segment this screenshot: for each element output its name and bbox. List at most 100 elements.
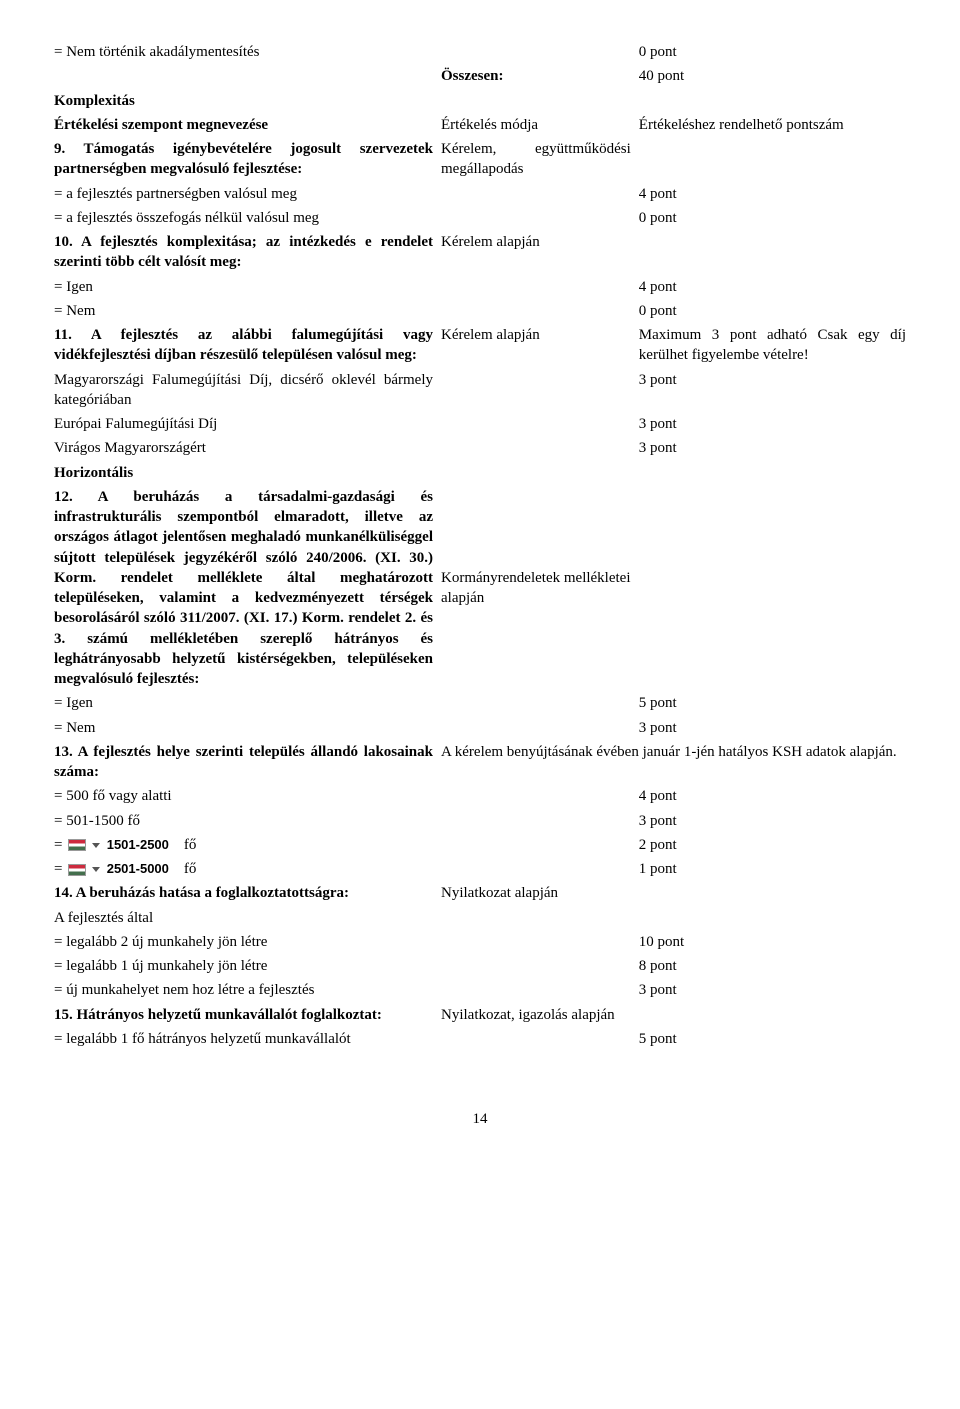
total-points: 40 pont <box>635 64 910 88</box>
criterion-heading: 14. A beruházás hatása a foglalkoztatott… <box>50 881 437 905</box>
criterion-text: Európai Falumegújítási Díj <box>50 412 437 436</box>
cell <box>437 906 635 930</box>
criterion-text: = Nem <box>50 716 437 740</box>
unit-label: fő <box>184 837 197 853</box>
criterion-heading: 9. Támogatás igénybevételére jogosult sz… <box>50 137 437 182</box>
method-text <box>437 40 635 64</box>
total-label: Összesen: <box>437 64 635 88</box>
criterion-text: = 2501-5000 fő <box>50 857 437 881</box>
criterion-text: = legalább 1 fő hátrányos helyzetű munka… <box>50 1027 437 1051</box>
criterion-text: = új munkahelyet nem hoz létre a fejlesz… <box>50 978 437 1002</box>
cell <box>437 930 635 954</box>
method-text: Kérelem alapján <box>437 323 635 368</box>
cell <box>635 485 910 692</box>
points-text: 8 pont <box>635 954 910 978</box>
method-text: A kérelem benyújtásának évében január 1-… <box>437 740 910 785</box>
criterion-text: = legalább 1 új munkahely jön létre <box>50 954 437 978</box>
dropdown-arrow-icon <box>92 843 100 848</box>
cell <box>437 412 635 436</box>
criterion-heading: 12. A beruházás a társadalmi-gazdasági é… <box>50 485 437 692</box>
page-number: 14 <box>50 1111 910 1128</box>
cell <box>437 299 635 323</box>
method-text: Nyilatkozat alapján <box>437 881 635 905</box>
cell <box>437 436 635 460</box>
cell <box>437 833 635 857</box>
criterion-text: = legalább 2 új munkahely jön létre <box>50 930 437 954</box>
cell <box>635 906 910 930</box>
points-text: 2 pont <box>635 833 910 857</box>
points-text: 5 pont <box>635 1027 910 1051</box>
criterion-heading: 10. A fejlesztés komplexitása; az intézk… <box>50 230 437 275</box>
section-heading: Komplexitás <box>50 89 437 113</box>
points-text: 4 pont <box>635 275 910 299</box>
cell <box>437 89 635 113</box>
method-text: Kormányrendeletek mellékletei alapján <box>437 485 635 692</box>
criterion-text: Magyarországi Falumegújítási Díj, dicsér… <box>50 368 437 413</box>
range-value: 2501-5000 <box>107 861 169 876</box>
points-text: 4 pont <box>635 182 910 206</box>
cell <box>437 857 635 881</box>
cell <box>437 206 635 230</box>
criterion-heading: 13. A fejlesztés helye szerinti települé… <box>50 740 437 785</box>
cell <box>437 368 635 413</box>
points-text: 0 pont <box>635 40 910 64</box>
points-text: 0 pont <box>635 206 910 230</box>
points-text: 3 pont <box>635 436 910 460</box>
method-text: Kérelem alapján <box>437 230 635 275</box>
points-text: 3 pont <box>635 368 910 413</box>
section-heading: Horizontális <box>50 461 437 485</box>
points-text: 0 pont <box>635 299 910 323</box>
cell <box>635 137 910 182</box>
cell <box>437 716 635 740</box>
hungary-flag-icon <box>68 864 86 876</box>
points-text: 4 pont <box>635 784 910 808</box>
criterion-text: = 501-1500 fő <box>50 809 437 833</box>
column-header: Értékeléshez rendelhető pontszám <box>635 113 910 137</box>
cell <box>437 1027 635 1051</box>
cell <box>635 230 910 275</box>
points-text: 3 pont <box>635 978 910 1002</box>
method-text: Kérelem, együttműködési megállapodás <box>437 137 635 182</box>
points-text: 1 pont <box>635 857 910 881</box>
eq-sign: = <box>54 861 66 877</box>
points-text: 3 pont <box>635 809 910 833</box>
column-header: Értékelési szempont megnevezése <box>50 113 437 137</box>
scoring-table: = Nem történik akadálymentesítés 0 pont … <box>50 40 910 1051</box>
cell <box>437 182 635 206</box>
criterion-text: Virágos Magyarországért <box>50 436 437 460</box>
method-text: Nyilatkozat, igazolás alapján <box>437 1003 910 1027</box>
criterion-text: = Igen <box>50 691 437 715</box>
criterion-text: = 1501-2500 fő <box>50 833 437 857</box>
criterion-text: A fejlesztés által <box>50 906 437 930</box>
criterion-text: = Igen <box>50 275 437 299</box>
points-text: 3 pont <box>635 716 910 740</box>
cell <box>437 275 635 299</box>
points-text: 3 pont <box>635 412 910 436</box>
points-text: 5 pont <box>635 691 910 715</box>
criterion-text: = 500 fő vagy alatti <box>50 784 437 808</box>
criterion-text <box>50 64 437 88</box>
points-note: Maximum 3 pont adható Csak egy díj kerül… <box>635 323 910 368</box>
cell <box>437 691 635 715</box>
cell <box>437 809 635 833</box>
criterion-text: = a fejlesztés összefogás nélkül valósul… <box>50 206 437 230</box>
dropdown-arrow-icon <box>92 867 100 872</box>
cell <box>635 881 910 905</box>
criterion-heading: 11. A fejlesztés az alábbi falumegújítás… <box>50 323 437 368</box>
cell <box>437 978 635 1002</box>
criterion-text: = Nem <box>50 299 437 323</box>
cell <box>437 784 635 808</box>
eq-sign: = <box>54 837 66 853</box>
cell <box>635 461 910 485</box>
hungary-flag-icon <box>68 839 86 851</box>
cell <box>437 461 635 485</box>
criterion-heading: 15. Hátrányos helyzetű munkavállalót fog… <box>50 1003 437 1027</box>
criterion-text: = Nem történik akadálymentesítés <box>50 40 437 64</box>
cell <box>635 89 910 113</box>
cell <box>437 954 635 978</box>
unit-label: fő <box>184 861 197 877</box>
criterion-text: = a fejlesztés partnerségben valósul meg <box>50 182 437 206</box>
column-header: Értékelés módja <box>437 113 635 137</box>
range-value: 1501-2500 <box>107 837 169 852</box>
points-text: 10 pont <box>635 930 910 954</box>
